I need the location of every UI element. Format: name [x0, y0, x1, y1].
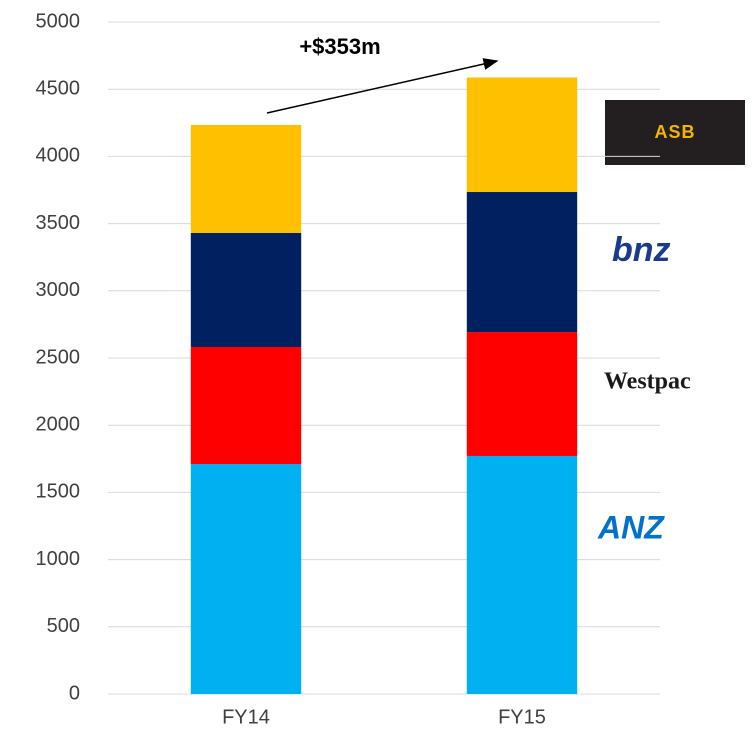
legend-label: Westpac — [604, 369, 691, 395]
bar-segment — [466, 192, 578, 333]
y-tick-label: 4500 — [36, 77, 81, 99]
bar-segment — [466, 455, 578, 694]
y-tick-label: 3500 — [36, 212, 81, 234]
y-tick-label: 1500 — [36, 481, 81, 503]
annotation: +$353m — [299, 34, 380, 59]
bar-segment — [190, 464, 302, 694]
y-tick-label: 5000 — [36, 10, 81, 32]
y-tick-label: 2500 — [36, 346, 81, 368]
x-tick-label: FY14 — [222, 706, 270, 728]
legend-logo-bg — [605, 100, 745, 165]
bar-segment — [466, 332, 578, 456]
y-tick-label: 2000 — [36, 413, 81, 435]
y-tick-label: 4000 — [36, 145, 81, 167]
y-tick-label: 0 — [69, 682, 80, 704]
bar-segment — [190, 346, 302, 465]
plot: 0 500 1000 1500 2000 2500 3000 3500 4000 4500 5000… — [36, 10, 660, 728]
bar-segment — [190, 124, 302, 234]
bar-segment — [190, 233, 302, 347]
legend-label: bnz — [612, 231, 671, 269]
annotation-arrow — [266, 58, 499, 114]
y-tick-label: 1000 — [36, 548, 81, 570]
legend: ANZ Westpac bnz ASB — [597, 100, 745, 545]
x-tick-label: FY15 — [498, 706, 546, 728]
legend-label: ASB — [654, 122, 695, 142]
legend-label: ANZ — [597, 509, 665, 545]
bar-segment — [466, 77, 578, 193]
y-tick-label: 3000 — [36, 279, 81, 301]
y-tick-label: 500 — [47, 615, 80, 637]
